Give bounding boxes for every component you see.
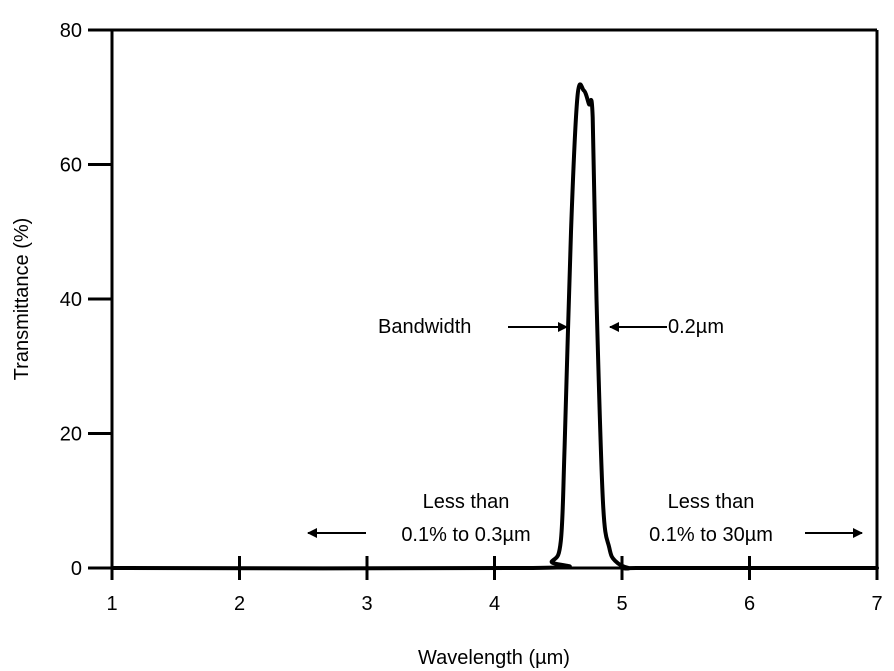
- y-tick-label: 0: [71, 558, 82, 580]
- y-axis-title: Transmittance (%): [11, 218, 33, 381]
- x-tick-label: 4: [489, 593, 500, 615]
- right-note-line2: 0.1% to 30µm: [649, 524, 773, 546]
- x-axis-ticks: 1 2 3 4 5 6 7: [106, 556, 883, 615]
- y-axis-ticks: 0 20 40 60 80: [60, 20, 112, 580]
- y-tick-label: 80: [60, 20, 82, 42]
- x-tick-label: 7: [871, 593, 882, 615]
- y-tick-label: 60: [60, 155, 82, 177]
- x-axis-title: Wavelength (µm): [418, 647, 570, 669]
- y-tick-label: 20: [60, 424, 82, 446]
- bandwidth-label: Bandwidth: [378, 316, 471, 338]
- left-note-line2: 0.1% to 0.3µm: [401, 524, 530, 546]
- transmittance-curve: [110, 82, 879, 571]
- right-note-line1: Less than: [668, 491, 755, 513]
- x-tick-label: 5: [616, 593, 627, 615]
- y-tick-label: 40: [60, 289, 82, 311]
- x-tick-label: 2: [234, 593, 245, 615]
- bandwidth-value: 0.2µm: [668, 316, 724, 338]
- x-tick-label: 6: [744, 593, 755, 615]
- x-tick-label: 3: [361, 593, 372, 615]
- left-note-line1: Less than: [423, 491, 510, 513]
- x-tick-label: 1: [106, 593, 117, 615]
